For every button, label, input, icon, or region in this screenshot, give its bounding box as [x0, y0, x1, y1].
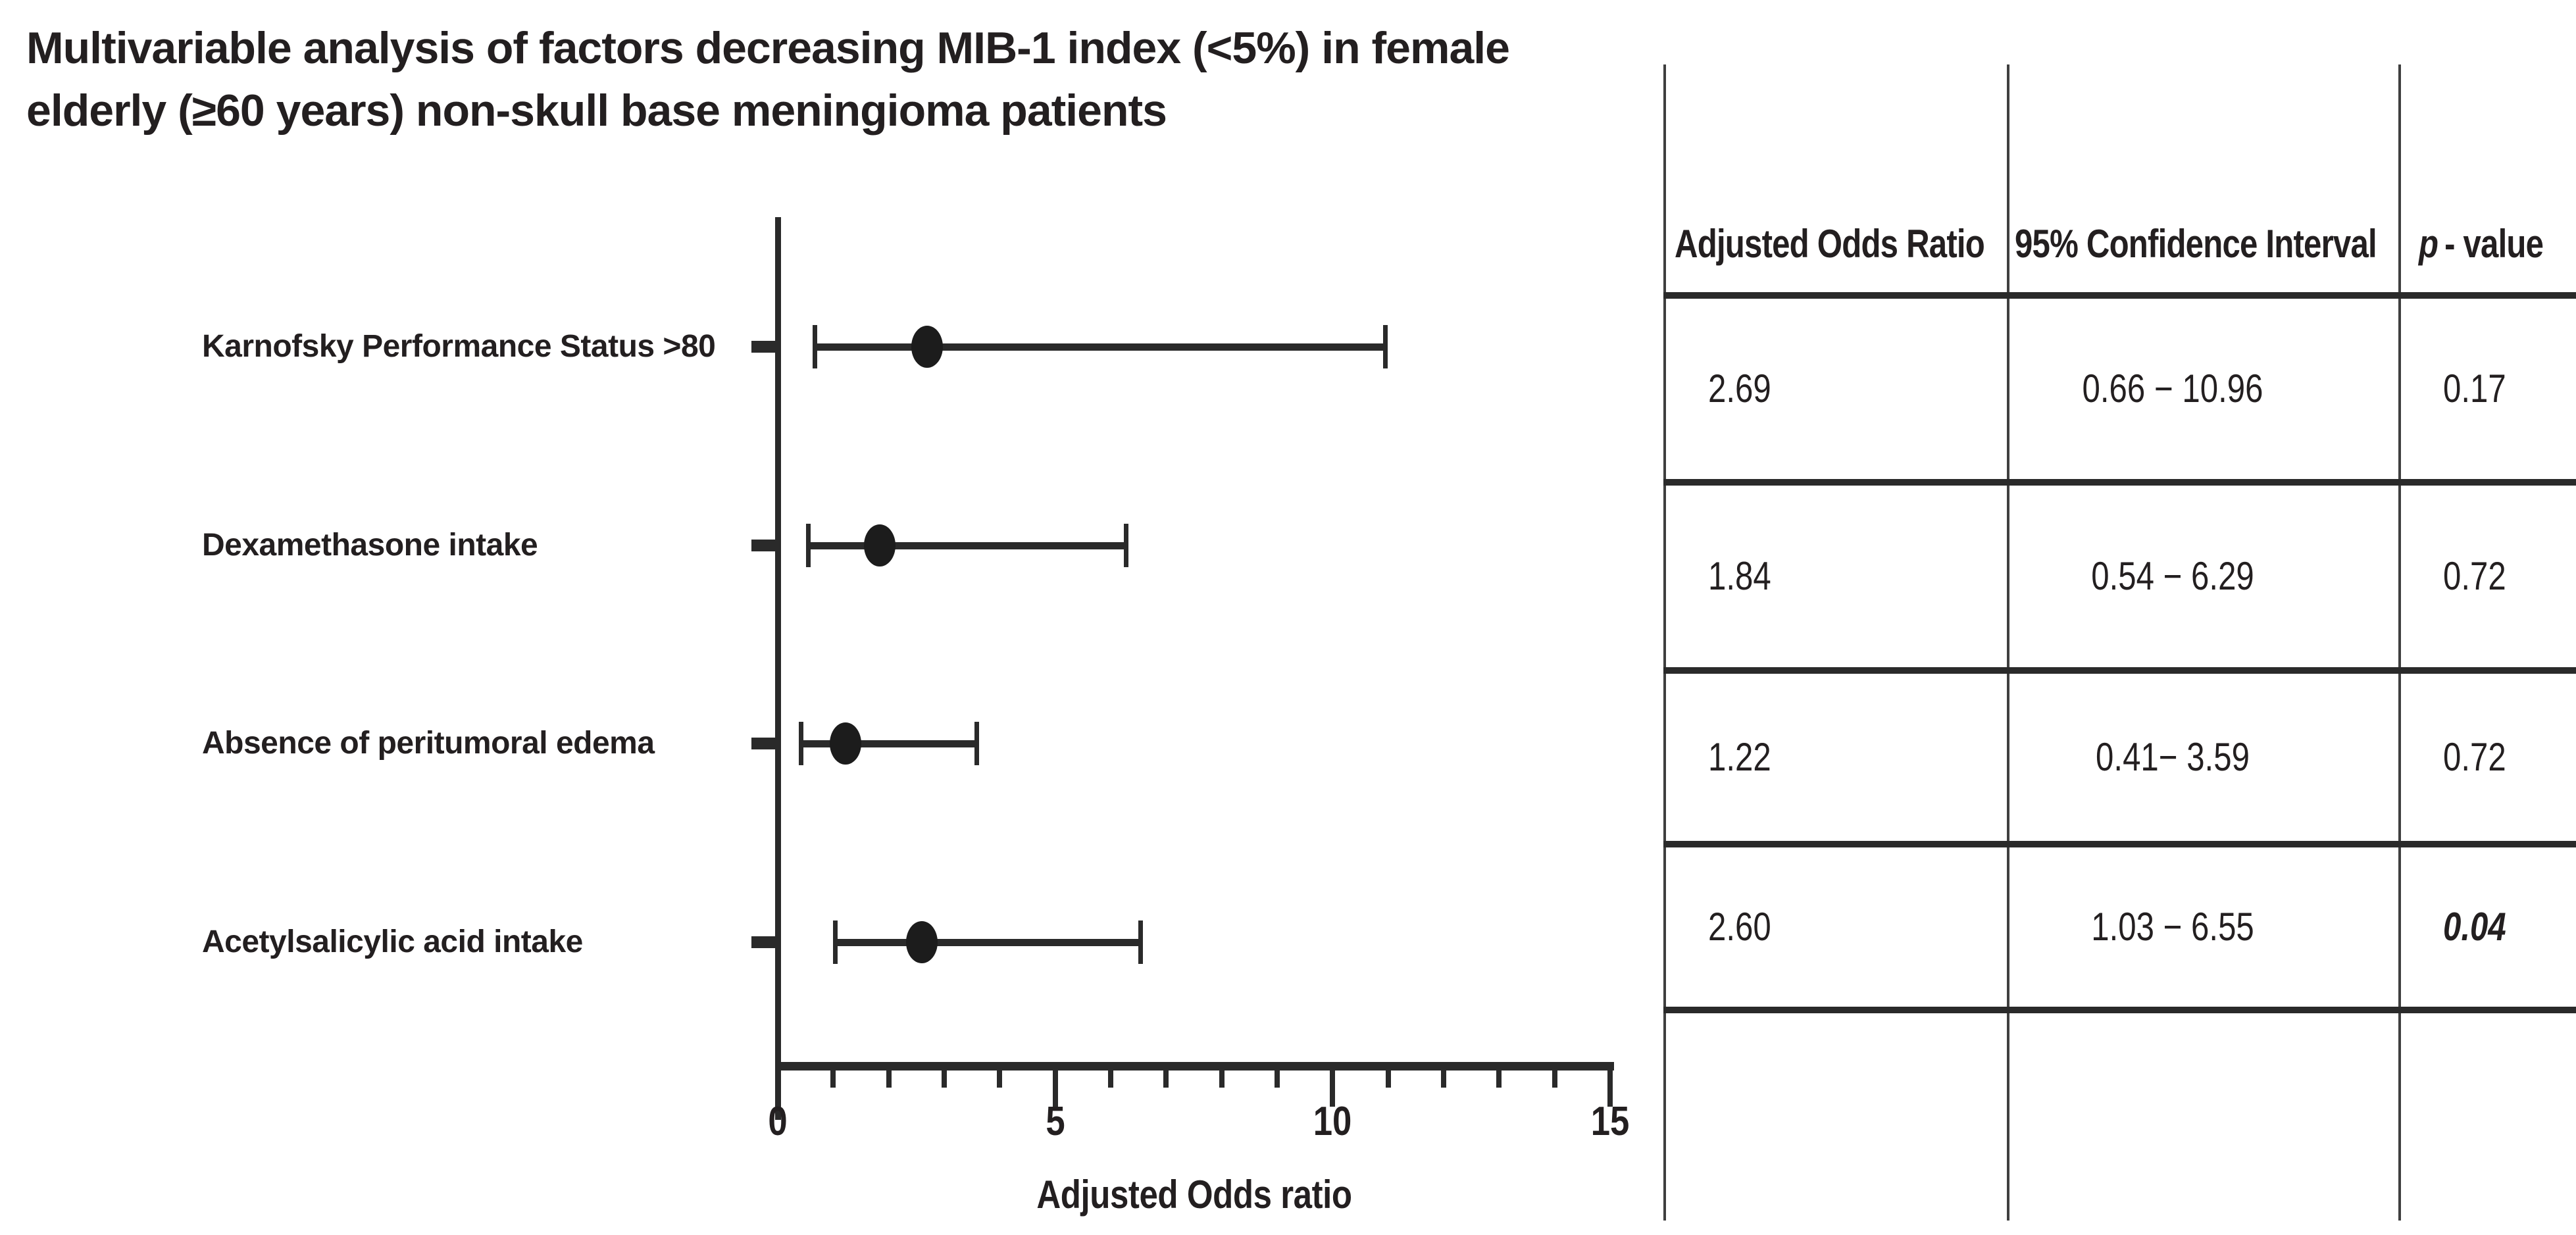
x-axis-minor-tick — [1275, 1066, 1280, 1088]
table-column-line-2 — [2007, 64, 2009, 1221]
x-axis-major-tick — [1330, 1066, 1336, 1107]
table-row-separator — [1663, 479, 2576, 486]
table-header-confidence-interval: 95% Confidence Interval — [2015, 222, 2377, 266]
y-axis-category-tick — [751, 540, 780, 551]
table-column-line-1 — [1663, 64, 1666, 1221]
x-axis-major-tick — [775, 1066, 780, 1107]
table-row-separator — [1663, 292, 2576, 299]
forest-row-label: Acetylsalicylic acid intake — [202, 924, 583, 959]
x-axis-major-tick — [1607, 1066, 1613, 1107]
table-row-separator — [1663, 1007, 2576, 1013]
figure-title-line2: elderly (≥60 years) non-skull base menin… — [26, 86, 1167, 136]
x-axis-minor-tick — [830, 1066, 836, 1088]
table-row-separator — [1663, 841, 2576, 847]
table-header-adjusted-odds-ratio: Adjusted Odds Ratio — [1675, 222, 1985, 266]
forest-point-marker — [906, 921, 938, 963]
table-cell-confidence-interval: 0.66 − 10.96 — [2082, 366, 2263, 411]
x-axis-tick-label: 10 — [1313, 1099, 1352, 1144]
table-cell-adjusted-odds-ratio: 1.84 — [1708, 554, 1771, 598]
forest-ci-cap-right — [1124, 524, 1129, 567]
forest-ci-bar — [807, 542, 1127, 549]
forest-ci-bar — [834, 939, 1142, 946]
table-cell-confidence-interval: 1.03 − 6.55 — [2091, 905, 2254, 949]
forest-point-marker — [829, 722, 861, 765]
x-axis-line — [775, 1062, 1614, 1071]
forest-ci-cap-left — [832, 920, 838, 964]
p-value-header-italic-p: p — [2419, 222, 2438, 266]
table-cell-adjusted-odds-ratio: 2.69 — [1708, 366, 1771, 411]
table-header-p-value: p- value — [2419, 222, 2544, 266]
forest-ci-cap-right — [1383, 325, 1388, 368]
table-cell-adjusted-odds-ratio: 2.60 — [1708, 905, 1771, 949]
table-cell-confidence-interval: 0.54 − 6.29 — [2091, 554, 2254, 598]
table-cell-confidence-interval: 0.41− 3.59 — [2096, 735, 2250, 779]
figure-title-line1: Multivariable analysis of factors decrea… — [26, 23, 1510, 73]
table-cell-adjusted-odds-ratio: 1.22 — [1708, 735, 1771, 779]
x-axis-minor-tick — [886, 1066, 892, 1088]
table-cell-p-value: 0.72 — [2443, 735, 2506, 779]
x-axis-minor-tick — [997, 1066, 1003, 1088]
y-axis-line — [775, 217, 781, 1120]
x-axis-minor-tick — [942, 1066, 947, 1088]
figure-title: Multivariable analysis of factors decrea… — [26, 17, 1510, 142]
x-axis-tick-label: 15 — [1590, 1099, 1630, 1144]
forest-ci-cap-left — [798, 722, 803, 765]
forest-ci-cap-left — [805, 524, 811, 567]
forest-ci-bar — [814, 343, 1386, 351]
table-row-separator — [1663, 667, 2576, 674]
y-axis-category-tick — [751, 341, 780, 353]
y-axis-category-tick — [751, 936, 780, 948]
table-cell-p-value: 0.17 — [2443, 366, 2506, 411]
forest-ci-cap-right — [974, 722, 979, 765]
forest-ci-cap-left — [812, 325, 817, 368]
forest-ci-bar — [800, 740, 977, 747]
x-axis-minor-tick — [1552, 1066, 1557, 1088]
x-axis-minor-tick — [1496, 1066, 1502, 1088]
table-cell-p-value: 0.72 — [2443, 554, 2506, 598]
table-cell-p-value: 0.04 — [2443, 905, 2506, 949]
x-axis-tick-label: 5 — [1045, 1099, 1065, 1144]
p-value-header-suffix: - value — [2444, 222, 2544, 266]
y-axis-category-tick — [751, 738, 780, 749]
forest-row-label: Karnofsky Performance Status >80 — [202, 329, 716, 364]
table-column-line-3 — [2398, 64, 2401, 1221]
x-axis-minor-tick — [1219, 1066, 1225, 1088]
x-axis-minor-tick — [1163, 1066, 1169, 1088]
forest-row-label: Dexamethasone intake — [202, 528, 538, 563]
x-axis-major-tick — [1052, 1066, 1058, 1107]
forest-point-marker — [864, 524, 896, 567]
forest-point-marker — [911, 326, 943, 368]
x-axis-title: Adjusted Odds ratio — [1036, 1172, 1352, 1217]
x-axis-minor-tick — [1441, 1066, 1446, 1088]
x-axis-minor-tick — [1385, 1066, 1391, 1088]
x-axis-minor-tick — [1108, 1066, 1113, 1088]
forest-row-label: Absence of peritumoral edema — [202, 726, 655, 761]
x-axis-tick-label: 0 — [768, 1099, 788, 1144]
forest-ci-cap-right — [1138, 920, 1144, 964]
